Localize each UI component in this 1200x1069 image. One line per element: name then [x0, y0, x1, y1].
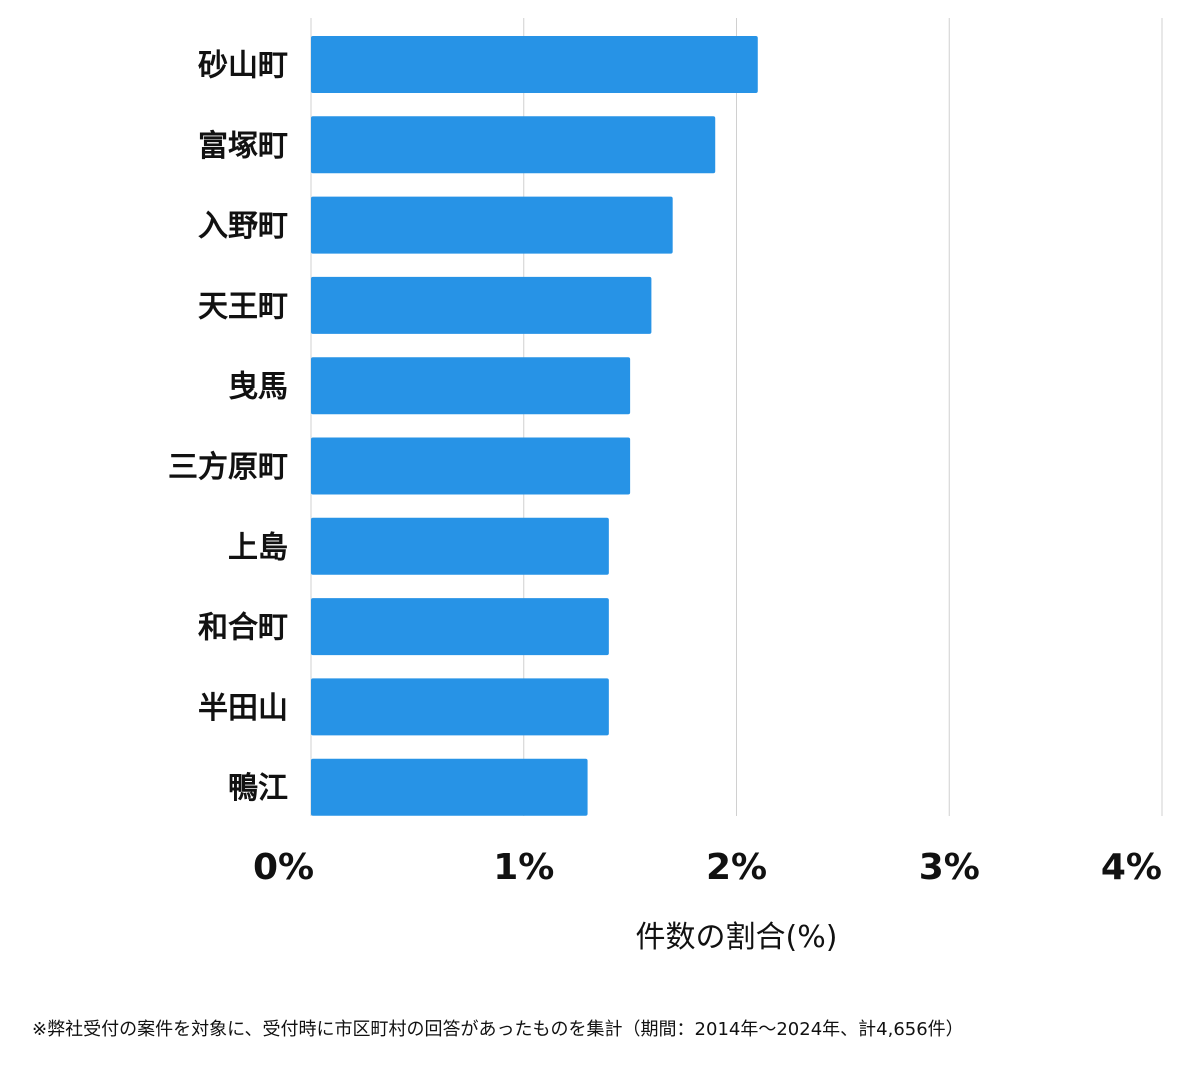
category-label: 三方原町: [168, 450, 288, 485]
bar: [311, 357, 631, 415]
x-tick-label: 1%: [493, 847, 554, 888]
category-label: 富塚町: [198, 129, 288, 164]
category-label: 入野町: [198, 209, 288, 244]
bar: [311, 678, 609, 736]
x-tick-label: 3%: [919, 847, 980, 888]
bars: [311, 36, 758, 816]
bar: [311, 437, 631, 495]
bar: [311, 517, 609, 575]
footnote: ※弊社受付の案件を対象に、受付時に市区町村の回答があったものを集計（期間：201…: [32, 1019, 964, 1040]
x-tick-labels: 0% 1% 2% 3% 4%: [253, 847, 1162, 888]
x-tick-label: 0%: [253, 847, 314, 888]
category-label: 鴨江: [228, 771, 288, 806]
category-label: 半田山: [198, 691, 288, 726]
category-label: 上島: [228, 530, 288, 565]
category-label: 砂山町: [198, 49, 288, 84]
bar: [311, 276, 652, 334]
x-tick-label: 2%: [706, 847, 767, 888]
category-label: 和合町: [198, 611, 288, 646]
category-label: 天王町: [198, 289, 288, 324]
bar: [311, 598, 609, 656]
x-tick-label: 4%: [1101, 847, 1162, 888]
bar: [311, 36, 758, 93]
category-label: 曳馬: [228, 370, 288, 405]
bar: [311, 196, 673, 254]
bar: [311, 116, 716, 174]
bar: [311, 758, 588, 816]
x-axis-title: 件数の割合(%): [636, 920, 838, 955]
